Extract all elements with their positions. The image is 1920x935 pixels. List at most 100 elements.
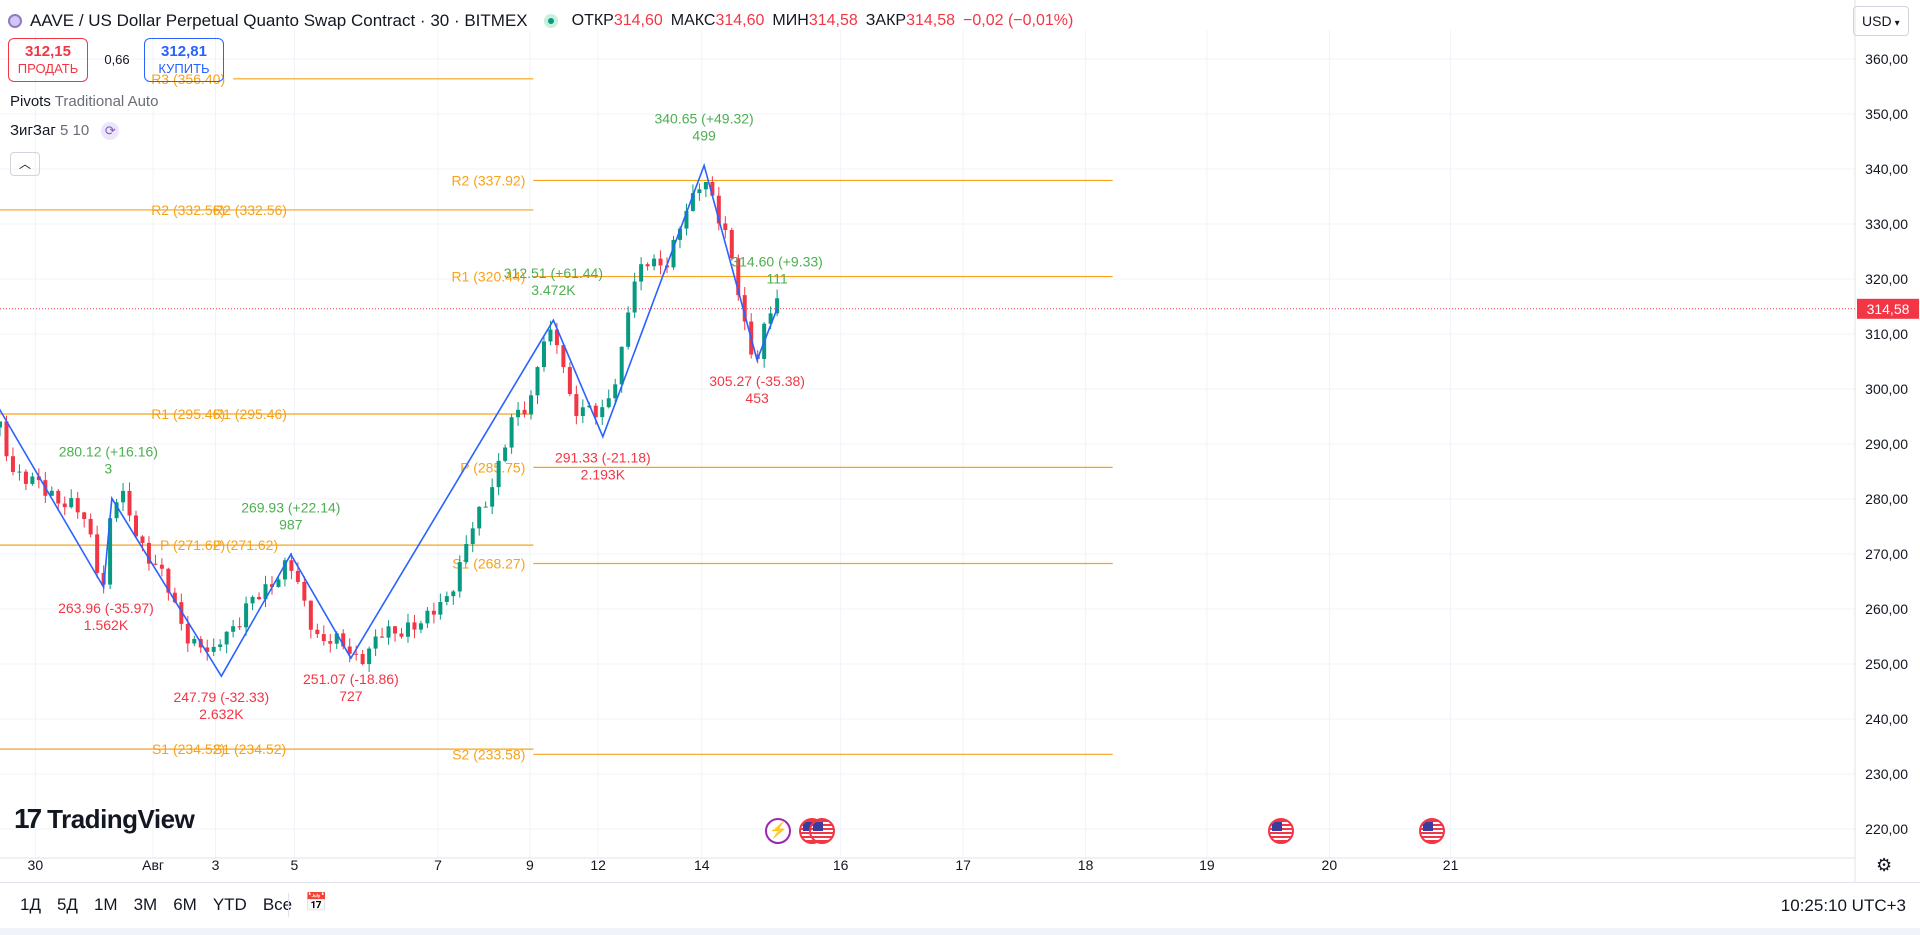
candle-body (431, 610, 436, 615)
candle-body (541, 341, 546, 368)
candle-body (652, 258, 657, 267)
collapse-legend-button[interactable]: ︿ (10, 152, 40, 176)
buy-button[interactable]: 312,81 КУПИТЬ (144, 38, 224, 82)
bottom-strip (0, 928, 1920, 935)
candle-body (645, 264, 650, 267)
candle-body (626, 312, 631, 347)
candle-body (269, 584, 274, 587)
chart-header: AAVE / US Dollar Perpetual Quanto Swap C… (8, 8, 1073, 34)
candle-body (580, 407, 585, 416)
candle-body (593, 405, 598, 418)
pivot-label: R2 (337.92) (451, 172, 525, 188)
range-buttons: 1Д 5Д 1М 3М 6М YTD Все (12, 895, 300, 915)
go-to-date-icon[interactable]: 📅 (305, 892, 328, 912)
candle-body (185, 623, 190, 644)
candle-body (444, 596, 449, 602)
pivot-period-3: R2 (337.92) R1 (320.44) P (285.75) S1 (268.… (451, 172, 1113, 762)
candle-body (23, 471, 28, 484)
candle-body (289, 560, 294, 571)
time-tick-label: 5 (290, 857, 298, 873)
currency-select[interactable]: USD ▾ (1853, 6, 1909, 36)
zigzag-label-volume: 499 (692, 127, 716, 143)
candle-body (477, 506, 482, 529)
price-tick-label: 290,00 (1865, 436, 1908, 452)
candle-body (360, 654, 365, 665)
time-tick-label: Авг (142, 857, 164, 873)
symbol-title[interactable]: AAVE / US Dollar Perpetual Quanto Swap C… (30, 11, 528, 30)
candle-body (10, 456, 15, 472)
axis-settings-icon[interactable]: ⚙ (1876, 855, 1893, 875)
candle-body (224, 631, 229, 645)
close-key: ЗАКР (865, 12, 907, 29)
candle-body (710, 181, 715, 196)
candle-body (4, 421, 9, 457)
range-3m-button[interactable]: 3М (133, 895, 158, 914)
candle-body (516, 409, 521, 418)
candle-body (114, 502, 119, 519)
candle-body (503, 447, 508, 461)
event-us-flag-icon[interactable] (1418, 818, 1445, 844)
range-ytd-button[interactable]: YTD (212, 895, 247, 914)
candle-body (425, 610, 430, 624)
range-1d-button[interactable]: 1Д (20, 895, 41, 914)
price-tick-label: 240,00 (1865, 711, 1908, 727)
candle-body (231, 626, 236, 632)
event-flash-icon[interactable]: ⚡ (765, 818, 792, 844)
candle-body (574, 394, 579, 416)
candle-body (399, 633, 404, 637)
candle-body (697, 189, 702, 194)
chevron-down-icon: ▾ (1894, 18, 1900, 29)
zigzag-label-volume: 3 (104, 460, 112, 476)
candle-body (250, 596, 255, 604)
indicator-pivots[interactable]: Pivots Traditional Auto (10, 93, 158, 110)
candle-body (88, 518, 93, 535)
range-6m-button[interactable]: 6М (173, 895, 197, 914)
event-us-flag-icon[interactable] (1268, 818, 1295, 844)
candle-body (69, 498, 74, 508)
time-tick-label: 30 (28, 857, 44, 873)
candle-body (438, 601, 443, 615)
clock[interactable]: 10:25:10 UTC+3 (1780, 896, 1906, 915)
candle-body (613, 384, 618, 399)
candle-body (354, 653, 359, 655)
indicator-zigzag[interactable]: ЗигЗаг 5 10 ⟳ (10, 122, 120, 141)
candle-body (703, 181, 708, 190)
tradingview-logo[interactable]: 17 TradingView (14, 803, 195, 835)
range-1m-button[interactable]: 1М (93, 895, 118, 914)
candle-body (276, 579, 281, 587)
price-tick-label: 350,00 (1865, 106, 1908, 122)
candle-body (282, 560, 287, 580)
candle-body (716, 195, 721, 224)
tradingview-wordmark: TradingView (47, 803, 195, 834)
candle-body (159, 564, 164, 569)
price-tick-label: 230,00 (1865, 766, 1908, 782)
range-all-button[interactable]: Все (262, 895, 293, 914)
indicator-zigzag-args: 5 10 (59, 122, 90, 139)
sync-icon[interactable]: ⟳ (101, 122, 120, 141)
candle-body (736, 258, 741, 296)
pivot-label: S2 (233.58) (452, 746, 525, 762)
candle-body (548, 329, 553, 342)
pivot-period-2: R3 (356.40) R2 (332.56) R1 (295.46) P (271.… (151, 71, 534, 757)
zigzag-label: 263.96 (-35.97) (58, 600, 154, 616)
price-tick-label: 260,00 (1865, 601, 1908, 617)
candle-body (315, 629, 320, 635)
low-value: 314,58 (808, 12, 858, 29)
price-tick-label: 340,00 (1865, 161, 1908, 177)
bottom-toolbar: 1Д 5Д 1М 3М 6М YTD Все 📅 10:25:10 UTC+3 (0, 882, 1920, 928)
candle-body (30, 476, 35, 484)
range-5d-button[interactable]: 5Д (56, 895, 78, 914)
zigzag-label-volume: 1.562K (84, 617, 129, 633)
sell-button[interactable]: 312,15 ПРОДАТЬ (8, 38, 88, 82)
candle-body (302, 581, 307, 601)
price-axis: 220,00 230,00 240,00 250,00 260,00 270,00 280,… (1865, 51, 1908, 837)
market-status-icon[interactable] (543, 14, 558, 28)
candle-body (108, 518, 113, 585)
candle-body (496, 460, 501, 488)
last-price-label: 314,58 (1867, 301, 1910, 317)
pivot-label: P (285.75) (460, 459, 525, 475)
event-us-flag-icon[interactable] (808, 818, 835, 844)
zigzag-label: 269.93 (+22.14) (241, 499, 340, 515)
pivot-period-1: R2 (332.56) R1 (295.46) P (271.62) S1 (234.… (0, 202, 287, 757)
